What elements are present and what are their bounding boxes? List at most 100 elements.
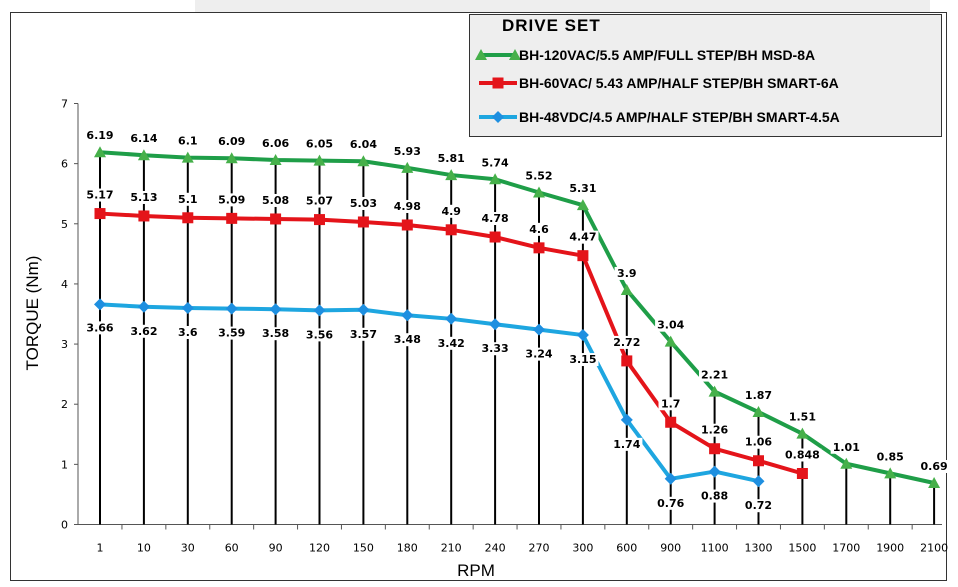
- x-tick-label: 600: [616, 542, 637, 555]
- marker-triangle: [445, 169, 458, 181]
- data-label-bg: [391, 333, 423, 347]
- data-label-bg: [439, 204, 464, 218]
- data-label: 1.01: [833, 441, 860, 454]
- data-label-bg: [347, 327, 379, 341]
- marker-diamond: [225, 302, 238, 315]
- marker-diamond: [401, 309, 414, 322]
- marker-square: [138, 210, 150, 222]
- marker-diamond: [533, 323, 545, 336]
- marker-triangle: [664, 335, 677, 347]
- top-band: [195, 0, 930, 12]
- data-label-bg: [611, 437, 643, 451]
- x-tick-label: 120: [309, 542, 330, 555]
- data-label-bg: [699, 368, 731, 382]
- marker-square: [314, 214, 325, 226]
- marker-diamond: [664, 472, 677, 485]
- marker-triangle: [796, 427, 809, 439]
- legend: DRIVE SET BH-120VAC/5.5 AMP/FULL STEP/BH…: [469, 14, 942, 137]
- data-label-bg: [567, 230, 599, 244]
- data-label: 6.04: [350, 138, 377, 151]
- data-label-bg: [347, 196, 379, 210]
- marker-triangle: [840, 457, 853, 469]
- data-label: 5.17: [86, 189, 113, 202]
- y-tick-label: 2: [61, 398, 68, 411]
- axes: 0 1 2 3 4 5 6 7 1 10 30 60 90 120 150 180 210 240 270 300 60…: [61, 98, 948, 555]
- series-line-triangle: [99, 150, 935, 485]
- y-tick-label: 6: [61, 158, 68, 171]
- data-label: 6.19: [86, 129, 113, 142]
- marker-triangle: [533, 186, 545, 198]
- data-label: 3.15: [569, 353, 596, 366]
- x-axis-title: RPM: [457, 561, 495, 580]
- marker-triangle: [181, 151, 194, 163]
- data-label: 6.1: [178, 135, 198, 148]
- data-label: 6.14: [130, 132, 157, 145]
- marker-diamond: [620, 413, 633, 426]
- legend-box: [469, 14, 942, 137]
- data-label: 5.93: [394, 145, 421, 158]
- data-label-bg: [655, 496, 687, 510]
- data-label-bg: [84, 188, 116, 202]
- data-label-bg: [175, 192, 200, 206]
- x-tick-label: 180: [397, 542, 418, 555]
- data-label-bg: [874, 450, 906, 464]
- x-tick-label: 1300: [745, 542, 773, 555]
- marker-triangle: [401, 161, 414, 173]
- marker-diamond: [489, 318, 502, 331]
- marker-triangle: [313, 154, 326, 166]
- data-label-bg: [611, 335, 643, 349]
- marker-diamond: [137, 300, 150, 313]
- data-label-bg: [216, 193, 248, 207]
- data-label-bg: [526, 222, 552, 236]
- marker-square: [270, 213, 282, 225]
- data-label: 5.09: [218, 193, 245, 206]
- data-label-bg: [303, 328, 336, 342]
- data-label-bg: [435, 152, 467, 166]
- data-label-bg: [567, 182, 599, 196]
- data-label: 2.72: [613, 336, 640, 349]
- marker-diamond: [752, 475, 765, 488]
- data-label: 3.58: [262, 327, 289, 340]
- data-label-bg: [260, 137, 292, 151]
- data-label: 4.78: [482, 212, 509, 225]
- data-label: 3.33: [482, 342, 509, 355]
- marker-triangle: [752, 406, 765, 418]
- y-tick-label: 5: [61, 218, 68, 231]
- x-tick-label: 10: [137, 542, 151, 555]
- marker-triangle: [576, 199, 589, 211]
- x-tick-label: 210: [441, 542, 462, 555]
- y-tick-label: 1: [61, 458, 68, 471]
- data-label: 1.51: [789, 411, 816, 424]
- marker-square: [182, 212, 194, 224]
- marker-square: [577, 250, 589, 262]
- data-label-bg: [479, 342, 511, 356]
- data-label: 1.7: [661, 397, 681, 410]
- series-line-diamond: [99, 302, 759, 484]
- data-label-bg: [303, 137, 336, 151]
- data-label: 4.98: [394, 200, 421, 213]
- x-tick-label: 300: [572, 542, 593, 555]
- marker-triangle: [94, 146, 106, 158]
- data-label: 5.1: [178, 193, 198, 206]
- marker-triangle: [928, 477, 941, 489]
- data-label: 2.21: [701, 369, 728, 382]
- data-label: 5.03: [350, 197, 377, 210]
- data-label-bg: [655, 318, 687, 332]
- data-label-bg: [658, 397, 683, 411]
- marker-diamond: [708, 465, 721, 478]
- marker-square: [665, 416, 677, 428]
- marker-square: [796, 467, 808, 479]
- series-markers: [94, 146, 941, 489]
- data-label: 0.69: [921, 460, 948, 473]
- data-label-bg: [435, 336, 467, 350]
- data-label: 1.26: [701, 424, 728, 437]
- data-label: 0.72: [745, 499, 772, 512]
- data-label-bg: [742, 499, 775, 513]
- data-label: 0.88: [701, 490, 728, 503]
- data-label: 0.848: [785, 448, 820, 461]
- marker-diamond: [94, 298, 106, 311]
- data-label: 1.87: [745, 389, 772, 402]
- data-label: 3.9: [617, 267, 637, 280]
